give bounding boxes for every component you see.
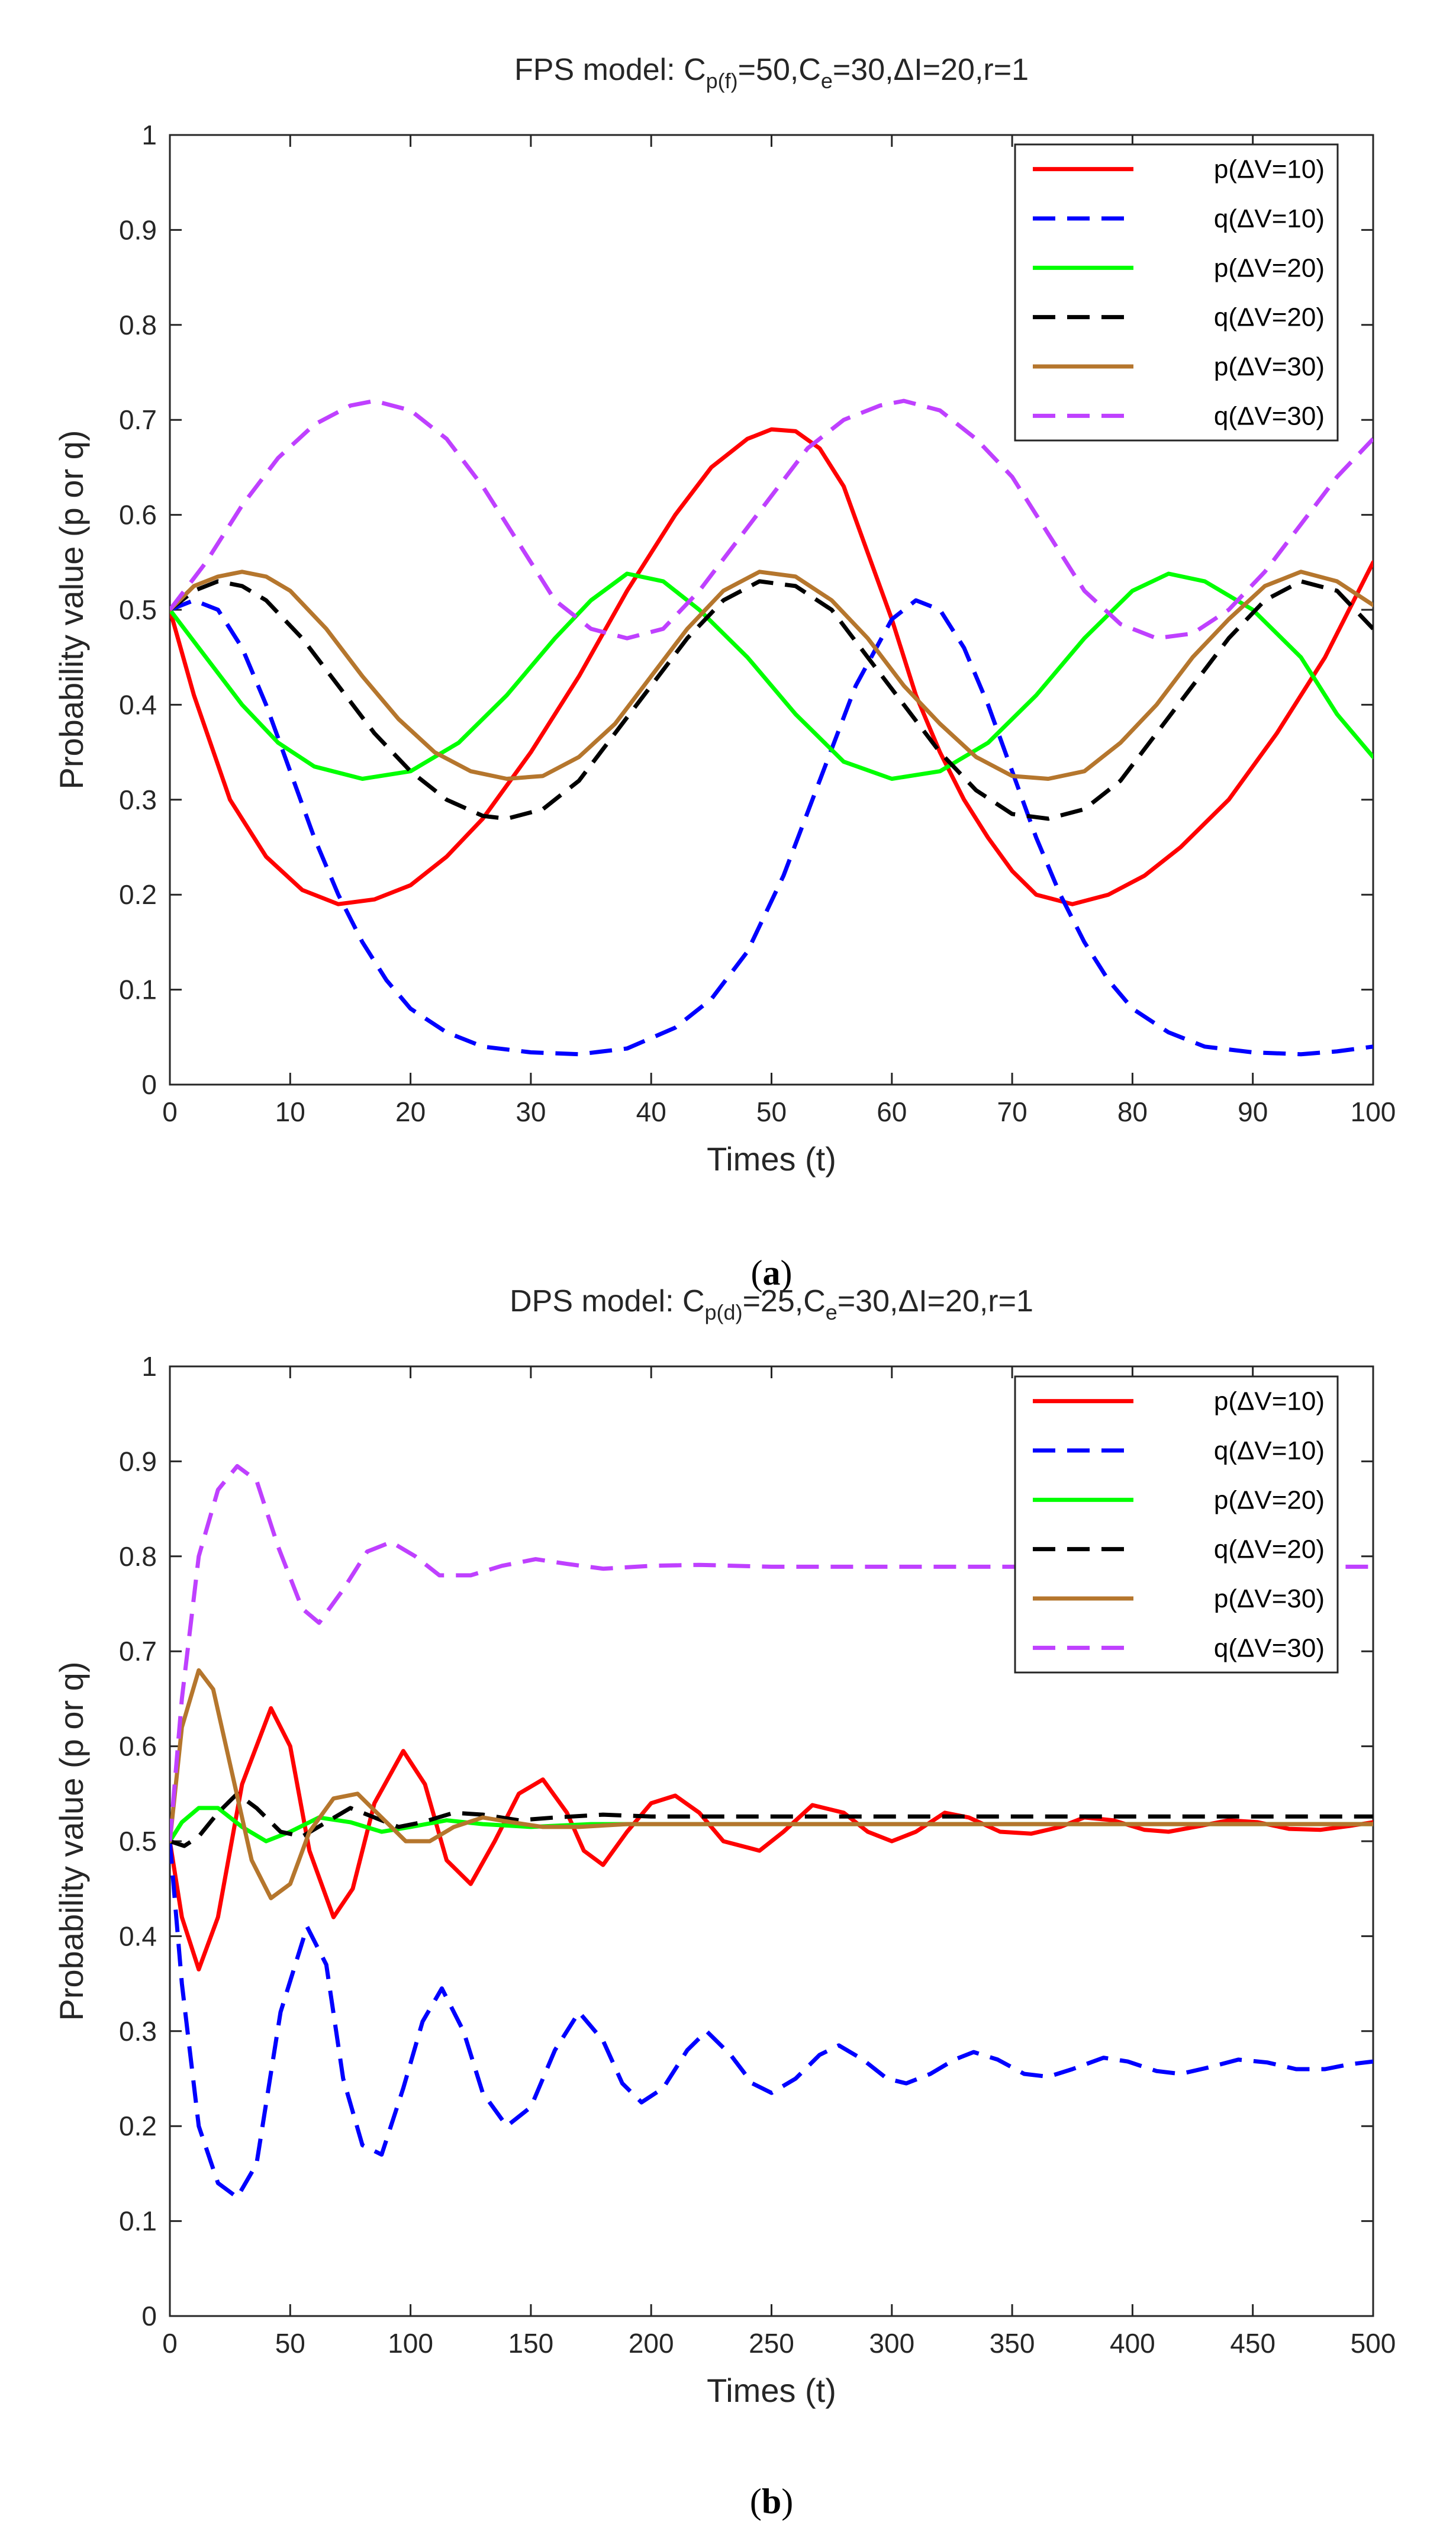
legend-box	[1014, 1375, 1339, 1674]
title-subscript: p(d)	[705, 1300, 743, 1324]
y-tick-label: 0.2	[119, 2111, 157, 2141]
y-tick-label: 0.3	[119, 2016, 157, 2047]
title-part: =30,ΔI=20,r=1	[837, 1284, 1033, 1318]
x-tick-label: 30	[516, 1096, 546, 1127]
y-tick-label: 0.4	[119, 1921, 157, 1951]
x-tick-label: 50	[275, 2328, 305, 2359]
series-line-0	[170, 1706, 1373, 1971]
title-subscript: p(f)	[706, 69, 738, 93]
legend-label: p(ΔV=30)	[1214, 1584, 1325, 1613]
y-tick-label: 0.8	[119, 1541, 157, 1572]
y-tick-label: 0.7	[119, 1636, 157, 1667]
chart-panel-a: FPS model: Cp(f)=50,Ce=30,ΔI=20,r=10 10 20…	[53, 53, 1396, 1292]
caption-close: )	[781, 2482, 793, 2521]
x-tick-label: 0	[162, 1096, 178, 1127]
x-tick-label: 350	[990, 2328, 1035, 2359]
caption-open: (	[750, 2482, 762, 2521]
panel-caption: (a)	[751, 1253, 793, 1292]
caption-letter: a	[763, 1253, 781, 1292]
series-line-1	[170, 598, 1373, 1057]
caption-close: )	[781, 1253, 793, 1292]
y-axis-label: Probability value (p or q)	[53, 1662, 90, 2021]
x-tick-label: 10	[275, 1096, 305, 1127]
legend-label: q(ΔV=30)	[1214, 401, 1325, 430]
title-subscript: e	[826, 1300, 837, 1324]
chart-title: FPS model: Cp(f)=50,Ce=30,ΔI=20,r=1	[514, 53, 1029, 93]
x-tick-label: 100	[1351, 1096, 1396, 1127]
series-line-4	[170, 570, 1373, 781]
y-tick-label: 0	[141, 2301, 157, 2331]
series-line-0	[170, 427, 1373, 906]
legend-label: p(ΔV=30)	[1214, 352, 1325, 381]
series-line-5	[170, 398, 1373, 641]
y-axis-label: Probability value (p or q)	[53, 430, 90, 790]
series-group	[170, 1464, 1373, 2199]
series-line-2	[170, 571, 1373, 781]
x-axis-label: Times (t)	[707, 1140, 836, 1178]
y-tick-label: 1	[141, 1351, 157, 1382]
y-tick-label: 0.3	[119, 784, 157, 815]
y-tick-label: 0.5	[119, 1826, 157, 1857]
series-line-4	[170, 1668, 1373, 1900]
legend-label: q(ΔV=20)	[1214, 1535, 1325, 1564]
chart-title: DPS model: Cp(d)=25,Ce=30,ΔI=20,r=1	[510, 1284, 1033, 1324]
title-part: =25,C	[743, 1284, 826, 1318]
panel-caption: (b)	[750, 2482, 793, 2521]
y-tick-label: 0.7	[119, 404, 157, 435]
x-tick-label: 150	[508, 2328, 554, 2359]
x-tick-label: 100	[388, 2328, 433, 2359]
series-group	[170, 398, 1373, 1057]
series-line-1	[170, 1841, 1373, 2199]
y-tick-label: 0.6	[119, 1731, 157, 1762]
legend-box	[1014, 143, 1339, 442]
x-axis-label: Times (t)	[707, 2372, 836, 2409]
legend-label: p(ΔV=20)	[1214, 253, 1325, 282]
y-tick-label: 1	[141, 120, 157, 150]
x-tick-label: 300	[869, 2328, 914, 2359]
y-tick-label: 0.1	[119, 2206, 157, 2237]
legend-label: p(ΔV=20)	[1214, 1485, 1325, 1514]
legend-label: p(ΔV=10)	[1214, 1387, 1325, 1416]
x-tick-label: 200	[629, 2328, 674, 2359]
y-tick-label: 0.2	[119, 879, 157, 910]
x-tick-label: 0	[162, 2328, 178, 2359]
legend-label: p(ΔV=10)	[1214, 155, 1325, 184]
legend: p(ΔV=10) q(ΔV=10) p(ΔV=20) q(ΔV=20) p(ΔV=30)…	[1014, 1375, 1339, 1674]
y-tick-label: 0.9	[119, 1446, 157, 1477]
x-tick-label: 80	[1117, 1096, 1148, 1127]
y-tick-label: 0.1	[119, 974, 157, 1005]
legend-label: q(ΔV=10)	[1214, 204, 1325, 233]
x-tick-label: 450	[1230, 2328, 1275, 2359]
series-line-3	[170, 579, 1373, 821]
x-tick-label: 250	[749, 2328, 794, 2359]
x-tick-label: 400	[1110, 2328, 1155, 2359]
title-part: =50,C	[738, 53, 821, 87]
y-tick-label: 0	[141, 1069, 157, 1100]
y-tick-label: 0.9	[119, 214, 157, 245]
title-part: =30,ΔI=20,r=1	[833, 53, 1029, 87]
x-tick-label: 60	[877, 1096, 907, 1127]
chart-panel-b: DPS model: Cp(d)=25,Ce=30,ΔI=20,r=10 50 10…	[53, 1284, 1396, 2521]
x-tick-label: 90	[1238, 1096, 1268, 1127]
y-tick-label: 0.5	[119, 594, 157, 625]
series-line-5	[170, 1464, 1373, 1842]
y-tick-label: 0.8	[119, 310, 157, 340]
x-tick-label: 70	[997, 1096, 1027, 1127]
y-tick-label: 0.4	[119, 689, 157, 720]
y-tick-label: 0.6	[119, 500, 157, 530]
title-part: FPS model: C	[514, 53, 706, 87]
x-tick-label: 20	[395, 1096, 426, 1127]
legend-label: q(ΔV=10)	[1214, 1436, 1325, 1465]
legend-label: q(ΔV=20)	[1214, 303, 1325, 332]
x-tick-label: 500	[1351, 2328, 1396, 2359]
legend-label: q(ΔV=30)	[1214, 1633, 1325, 1662]
title-part: DPS model: C	[510, 1284, 704, 1318]
caption-open: (	[751, 1253, 763, 1292]
title-subscript: e	[821, 69, 833, 93]
legend: p(ΔV=10) q(ΔV=10) p(ΔV=20) q(ΔV=20) p(ΔV=30)…	[1014, 143, 1339, 442]
caption-letter: b	[762, 2482, 781, 2521]
x-tick-label: 50	[756, 1096, 787, 1127]
x-tick-label: 40	[636, 1096, 666, 1127]
